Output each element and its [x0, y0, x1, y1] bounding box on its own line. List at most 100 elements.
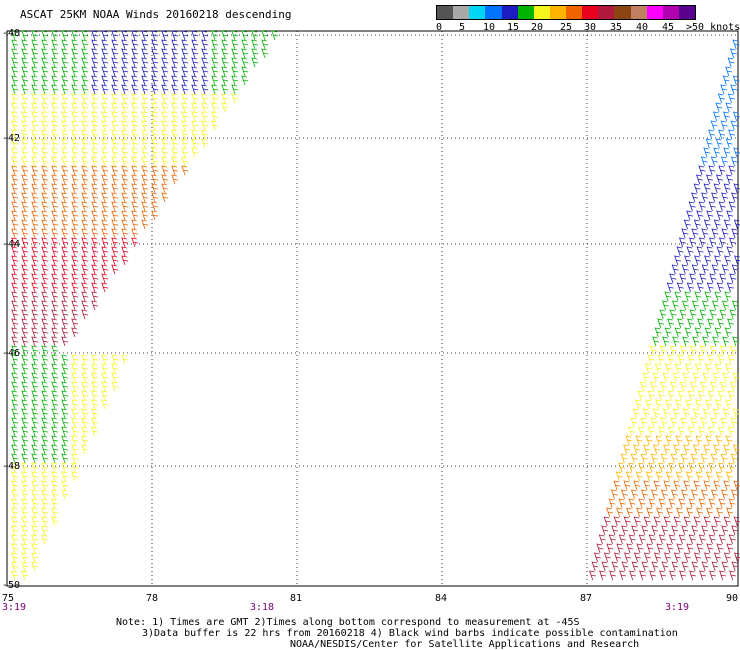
wind-barb — [71, 453, 79, 464]
wind-barb — [679, 345, 687, 356]
wind-barb — [61, 426, 69, 437]
wind-barb — [686, 246, 694, 257]
wind-barb — [111, 84, 119, 95]
wind-barb — [680, 417, 688, 428]
wind-barb — [231, 93, 239, 104]
wind-barb — [711, 228, 719, 239]
wind-barb — [714, 291, 722, 302]
wind-barb — [61, 444, 69, 455]
y-tick-40: -40 — [2, 28, 21, 39]
wind-barb — [51, 210, 59, 221]
wind-barb — [687, 318, 695, 329]
wind-barb — [596, 543, 604, 554]
wind-barb — [81, 417, 89, 428]
wind-barb — [21, 336, 29, 347]
wind-barb — [101, 165, 109, 176]
wind-barb — [201, 84, 209, 95]
wind-barb — [191, 84, 199, 95]
wind-barb — [715, 471, 723, 482]
wind-barb — [733, 444, 740, 455]
wind-barb — [41, 327, 49, 338]
wind-barb — [727, 390, 735, 401]
wind-barb — [675, 399, 683, 410]
wind-barb — [111, 210, 119, 221]
wind-barb — [683, 219, 691, 230]
wind-barb — [713, 219, 721, 230]
wind-barb — [684, 363, 692, 374]
wind-barb — [111, 219, 119, 230]
wind-barb — [151, 192, 159, 203]
wind-barb — [719, 570, 727, 581]
wind-barb — [658, 498, 666, 509]
wind-barb — [704, 327, 712, 338]
wind-barb — [151, 201, 159, 212]
wind-barb — [705, 138, 713, 149]
wind-barb — [51, 219, 59, 230]
wind-barb — [31, 138, 39, 149]
wind-barb — [151, 183, 159, 194]
wind-barb — [710, 120, 718, 131]
wind-barb — [141, 156, 149, 167]
wind-barb — [631, 525, 639, 536]
wind-barb — [61, 111, 69, 122]
wind-barb — [671, 300, 679, 311]
wind-barb — [131, 120, 139, 131]
wind-barb — [692, 336, 700, 347]
wind-barb — [11, 147, 19, 158]
wind-barb — [628, 534, 636, 545]
wind-barb — [721, 561, 729, 572]
wind-barb — [81, 408, 89, 419]
wind-barb — [211, 120, 219, 131]
wind-barb — [650, 453, 658, 464]
wind-barb — [51, 381, 59, 392]
wind-barb — [41, 354, 49, 365]
wind-barb — [31, 174, 39, 185]
wind-barb — [41, 507, 49, 518]
wind-barb — [31, 336, 39, 347]
wind-barb — [81, 192, 89, 203]
wind-barb — [682, 336, 690, 347]
wind-barb — [201, 111, 209, 122]
wind-barb — [161, 174, 169, 185]
wind-barb — [723, 444, 731, 455]
wind-barb — [623, 552, 631, 563]
wind-barb — [11, 435, 19, 446]
wind-barb — [691, 192, 699, 203]
wind-barb — [657, 390, 665, 401]
wind-barb — [703, 516, 711, 527]
wind-barb — [635, 471, 643, 482]
wind-barb — [81, 246, 89, 257]
wind-barb — [41, 408, 49, 419]
wind-barb — [672, 372, 680, 383]
wind-barb — [101, 390, 109, 401]
wind-barb — [61, 30, 69, 41]
wind-barb — [61, 84, 69, 95]
wind-barb — [701, 561, 709, 572]
wind-barb — [131, 93, 139, 104]
wind-barb — [41, 372, 49, 383]
wind-barb — [41, 273, 49, 284]
wind-barb — [111, 48, 119, 59]
wind-barb — [669, 345, 677, 356]
wind-barb — [131, 210, 139, 221]
wind-barb — [171, 57, 179, 68]
wind-barb — [640, 453, 648, 464]
wind-barb — [648, 534, 656, 545]
wind-barb — [643, 552, 651, 563]
wind-barb — [51, 282, 59, 293]
wind-barb — [11, 156, 19, 167]
wind-barb — [21, 93, 29, 104]
wind-barb — [700, 453, 708, 464]
wind-barb — [686, 210, 694, 221]
wind-barb — [21, 561, 29, 572]
wind-barb — [91, 300, 99, 311]
wind-barb — [191, 120, 199, 131]
wind-barb — [704, 363, 712, 374]
wind-barb — [678, 498, 686, 509]
wind-barb — [61, 453, 69, 464]
wind-barb — [731, 192, 739, 203]
wind-barb — [51, 57, 59, 68]
wind-barb — [589, 570, 597, 581]
wind-barb — [668, 534, 676, 545]
wind-barb — [141, 30, 149, 41]
